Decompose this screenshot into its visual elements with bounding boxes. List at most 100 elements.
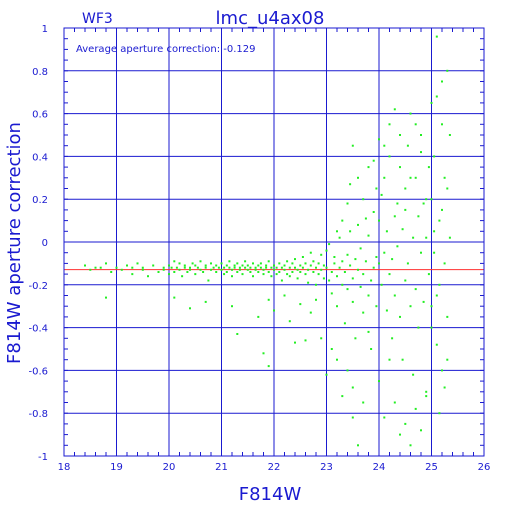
data-point: [336, 275, 338, 278]
y-tick-label: 0.8: [32, 67, 48, 78]
data-point: [173, 271, 176, 273]
data-point: [294, 258, 296, 261]
data-point: [291, 271, 294, 273]
data-point: [267, 298, 270, 301]
data-point: [438, 412, 441, 415]
data-point: [364, 260, 367, 263]
y-tick-label: -0.2: [28, 281, 48, 292]
data-point: [126, 264, 128, 267]
data-point: [375, 305, 378, 308]
data-point: [330, 271, 333, 273]
data-point: [309, 251, 312, 254]
data-point: [262, 352, 265, 355]
data-point: [425, 236, 428, 239]
data-point: [435, 294, 438, 297]
data-point: [249, 271, 252, 273]
data-point: [425, 198, 428, 201]
data-point: [273, 268, 275, 271]
data-point: [238, 268, 241, 271]
data-point: [417, 326, 420, 329]
data-point: [362, 198, 365, 201]
data-point: [367, 166, 370, 169]
data-point: [388, 358, 391, 361]
data-point: [304, 273, 307, 276]
data-point: [441, 80, 443, 83]
data-point: [157, 271, 160, 273]
data-point: [249, 266, 252, 269]
data-point: [215, 271, 218, 273]
data-point: [404, 279, 407, 282]
grid-lines: [63, 27, 485, 457]
data-point: [194, 264, 197, 267]
data-point: [412, 236, 415, 239]
data-point: [223, 266, 226, 269]
data-point: [330, 348, 333, 350]
data-point: [162, 268, 165, 271]
data-point: [270, 275, 273, 278]
data-point: [396, 202, 399, 205]
data-point: [357, 268, 359, 271]
data-point: [267, 365, 270, 368]
data-point: [194, 273, 197, 276]
data-point: [372, 266, 375, 269]
data-point: [346, 202, 349, 205]
data-point: [315, 266, 317, 269]
data-point: [438, 283, 441, 286]
data-point: [393, 215, 396, 218]
data-point: [147, 275, 149, 278]
data-point: [414, 407, 417, 410]
data-point: [246, 264, 249, 267]
data-point: [309, 264, 312, 267]
data-point: [89, 268, 92, 271]
data-point: [378, 138, 380, 141]
data-point: [225, 264, 228, 267]
data-point: [357, 223, 359, 226]
x-tick-label: 23: [320, 462, 333, 473]
data-point: [370, 348, 373, 350]
data-point: [181, 275, 184, 278]
data-point: [359, 285, 362, 288]
data-point: [409, 444, 412, 447]
data-point: [110, 271, 113, 273]
data-point: [241, 273, 244, 276]
data-point: [325, 266, 328, 269]
x-axis-label: F814W: [239, 484, 302, 505]
data-point: [309, 311, 312, 314]
data-point: [414, 288, 417, 291]
data-point: [433, 230, 436, 233]
data-point: [273, 264, 275, 267]
data-point: [378, 219, 380, 222]
data-point: [430, 305, 433, 308]
data-point: [304, 339, 307, 342]
data-point: [220, 262, 223, 265]
data-point: [296, 268, 299, 271]
data-point: [354, 337, 357, 340]
data-point: [170, 266, 173, 269]
data-point: [383, 251, 386, 254]
data-point: [152, 264, 155, 267]
data-point: [183, 264, 186, 267]
data-point: [422, 202, 425, 205]
data-point: [401, 228, 404, 231]
data-point: [359, 247, 362, 250]
chart-title: lmc_u4ax08: [216, 8, 325, 29]
average-annotation: Average aperture correction: -0.129: [76, 44, 256, 55]
data-point: [383, 416, 386, 419]
data-point: [225, 271, 228, 273]
y-tick-label: 1: [42, 24, 48, 35]
data-point: [236, 333, 239, 335]
tick-labels: 18 19 20 21 22 23 24 25 26 1 0.8 0.6 0.4 0.2 0 -0.2 -0.4…: [28, 24, 490, 473]
data-point: [288, 320, 291, 323]
data-point: [254, 268, 257, 271]
data-point: [275, 266, 278, 269]
data-point: [349, 230, 352, 233]
data-point: [320, 253, 323, 256]
data-point: [262, 268, 265, 271]
data-point: [120, 268, 123, 271]
data-point: [346, 253, 349, 256]
data-point: [175, 266, 178, 269]
x-tick-label: 24: [373, 462, 386, 473]
y-tick-label: -0.6: [28, 366, 48, 377]
data-point: [351, 386, 354, 389]
data-point: [341, 395, 344, 398]
